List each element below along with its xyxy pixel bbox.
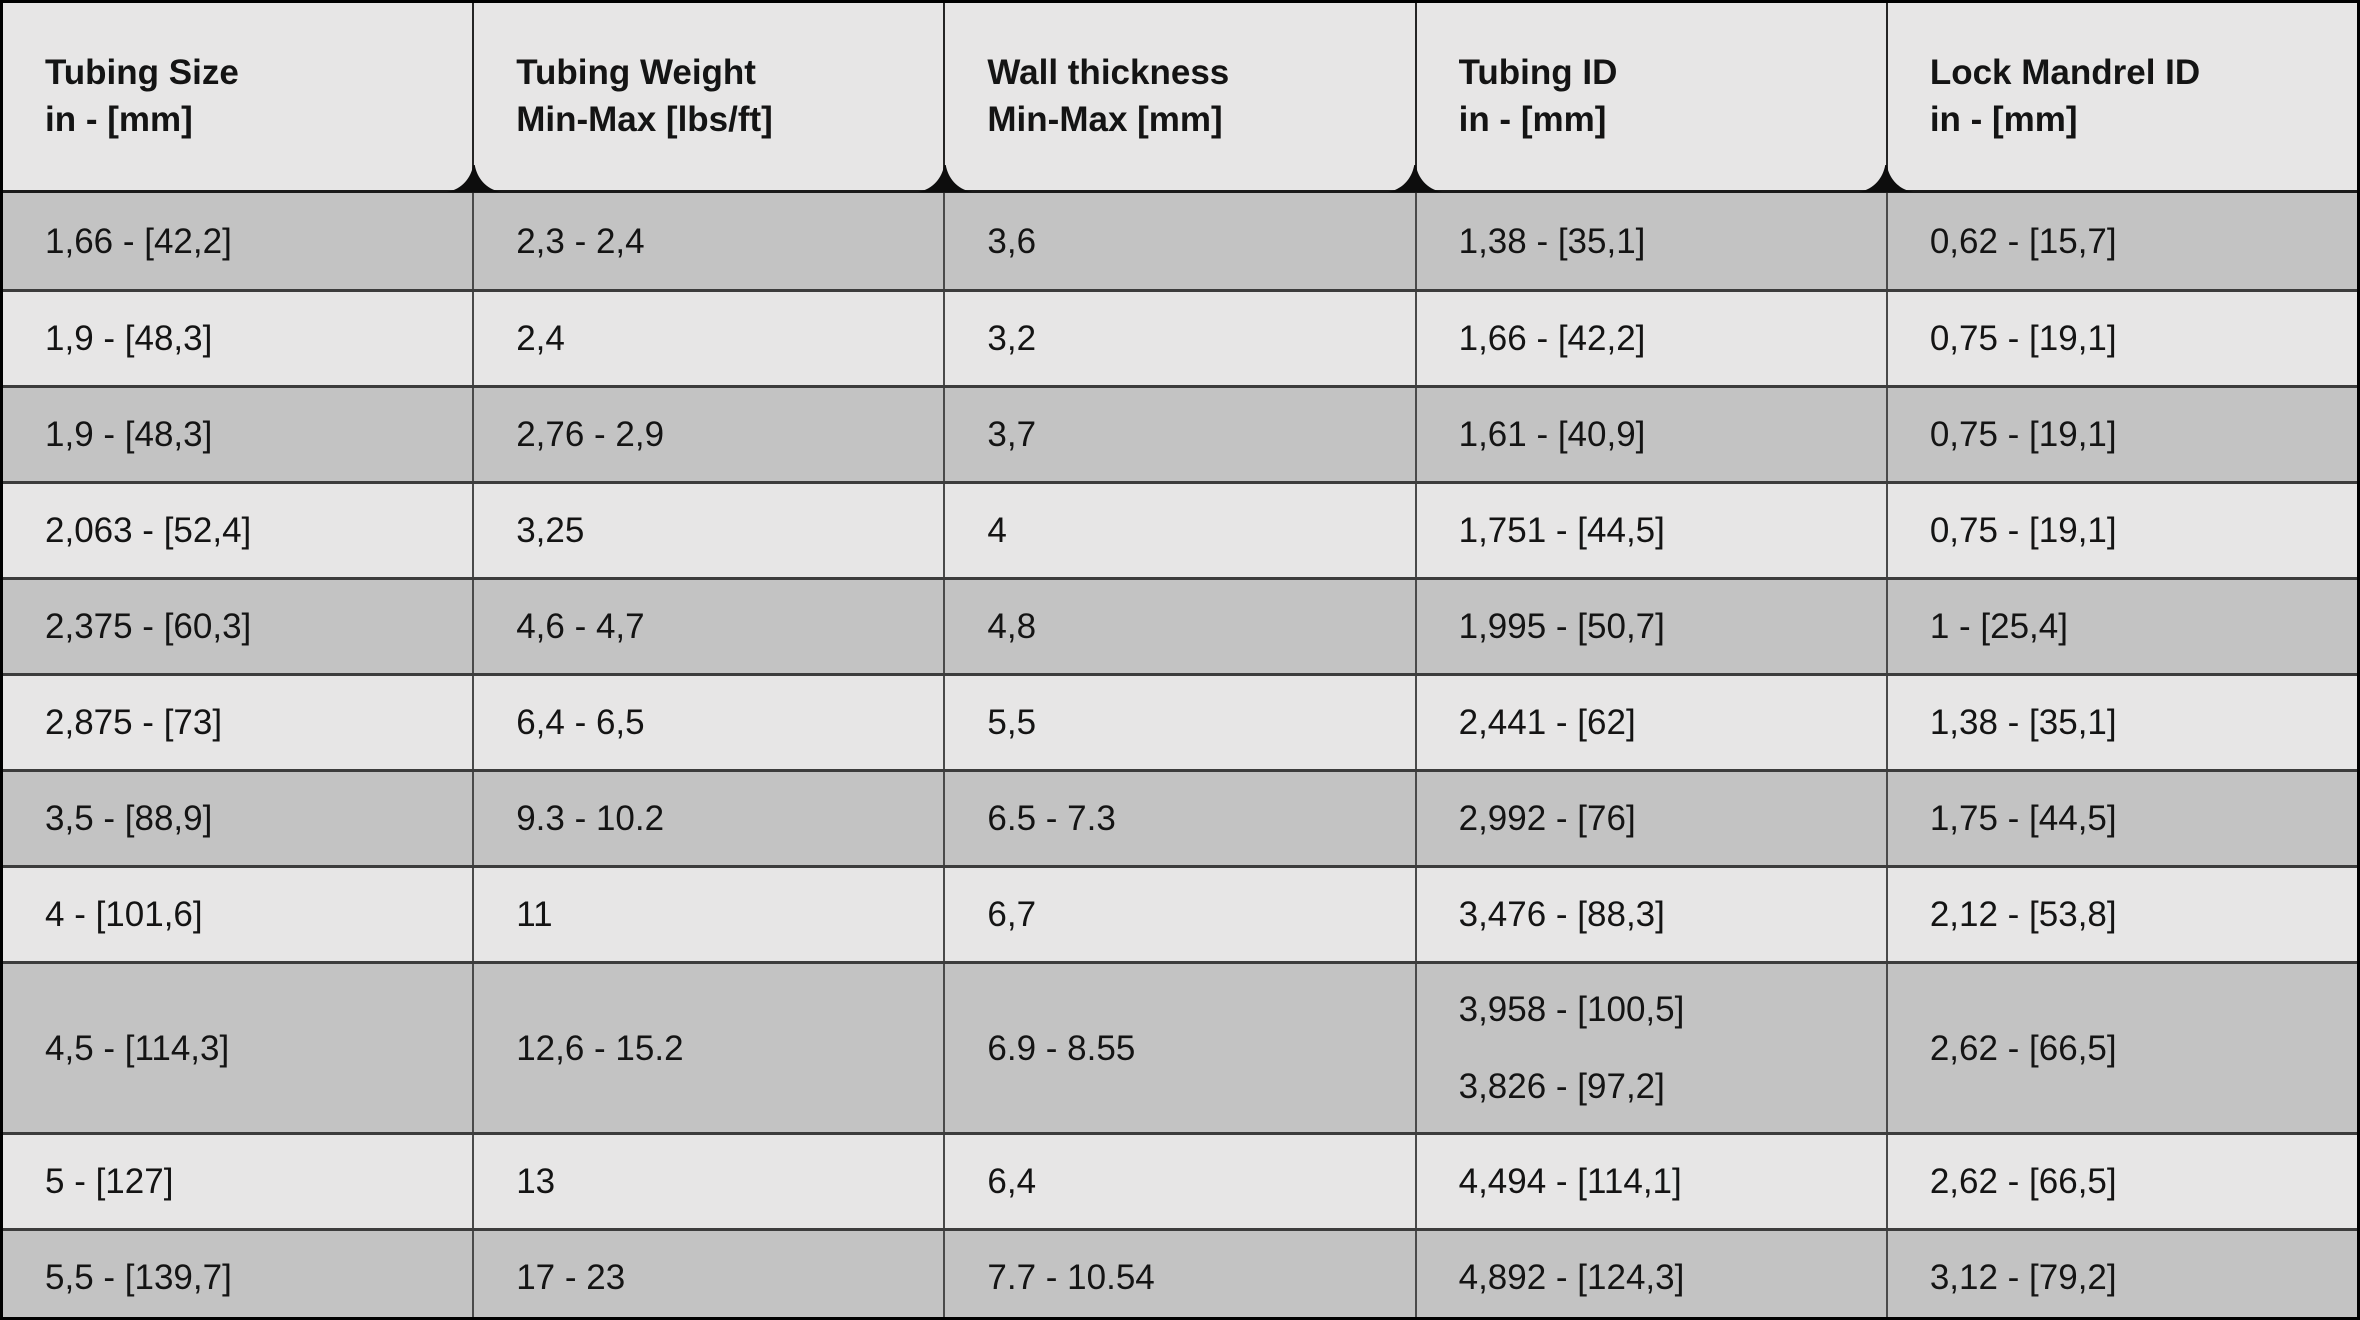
table-cell-tubing-size: 4,5 - [114,3] — [45, 1028, 230, 1068]
table-cell-lock-mandrel-id: 2,62 - [66,5] — [1885, 964, 2357, 1132]
flare-triangle-icon — [1388, 165, 1443, 192]
table-row: 2,875 - [73] 6,4 - 6,5 5,5 2,441 - [62] … — [3, 673, 2357, 769]
table-cell-wall-thickness: 3,7 — [943, 388, 1414, 481]
table-cell-lock-mandrel-id: 2,62 - [66,5] — [1885, 1135, 2357, 1228]
table-cell-tubing-weight: 2,76 - 2,9 — [472, 388, 943, 481]
table-cell-tubing-size: 3,5 - [88,9] — [45, 799, 213, 838]
table-cell-tubing-id: 2,441 - [62] — [1414, 676, 1886, 769]
header-cell-wall-thickness: Wall thickness Min-Max [mm] — [943, 3, 1414, 190]
table-cell-wall-thickness: 3,2 — [943, 292, 1414, 385]
table-cell-tubing-id: 1,38 - [35,1] — [1414, 193, 1886, 289]
table-cell-lock-mandrel-id: 2,12 - [53,8] — [1885, 868, 2357, 961]
table-cell-wall-thickness: 4,8 — [943, 580, 1414, 673]
table-row: 4,5 - [114,3] 12,6 - 15.2 6.9 - 8.55 3,9… — [3, 961, 2357, 1132]
table-cell-wall-thickness: 3,6 — [943, 193, 1414, 289]
table-cell-tubing-id: 4,892 - [124,3] — [1414, 1231, 1886, 1317]
table-cell-tubing-size: 1,66 - [42,2] — [45, 221, 232, 261]
table-cell-wall-thickness: 6.9 - 8.55 — [943, 964, 1414, 1132]
header-title: Tubing ID — [1458, 52, 1618, 92]
table-cell-wall-thickness: 7.7 - 10.54 — [943, 1231, 1414, 1317]
header-subtitle: Min-Max [lbs/ft] — [516, 99, 773, 139]
header-subtitle: Min-Max [mm] — [987, 99, 1223, 139]
table-cell-tubing-weight: 2,3 - 2,4 — [472, 193, 943, 289]
header-subtitle: in - [mm] — [1929, 99, 2078, 139]
table-cell-tubing-weight: 9.3 - 10.2 — [472, 772, 943, 865]
table-cell-tubing-size: 2,375 - [60,3] — [45, 607, 252, 646]
flare-triangle-icon — [1859, 165, 1914, 192]
table-cell-lock-mandrel-id: 1,38 - [35,1] — [1885, 676, 2357, 769]
table-cell-tubing-id: 1,61 - [40,9] — [1414, 388, 1886, 481]
flare-triangle-icon — [917, 165, 972, 192]
table-cell-tubing-weight: 13 — [472, 1135, 943, 1228]
flare-triangle-icon — [446, 165, 501, 192]
table-cell-tubing-id: 1,751 - [44,5] — [1414, 484, 1886, 577]
table-cell-tubing-size: 1,9 - [48,3] — [45, 415, 213, 454]
table-cell-lock-mandrel-id: 0,75 - [19,1] — [1885, 388, 2357, 481]
table-cell-tubing-weight: 11 — [472, 868, 943, 961]
table-body: 1,66 - [42,2] 2,3 - 2,4 3,6 1,38 - [35,1… — [3, 193, 2357, 1317]
table-cell-tubing-size: 5 - [127] — [45, 1162, 174, 1201]
table-header-row: Tubing Size in - [mm] Tubing Weight Min-… — [3, 3, 2357, 193]
table-cell-tubing-id: 1,66 - [42,2] — [1414, 292, 1886, 385]
table-row: 5 - [127] 13 6,4 4,494 - [114,1] 2,62 - … — [3, 1132, 2357, 1228]
table-cell-lock-mandrel-id: 0,62 - [15,7] — [1885, 193, 2357, 289]
table-cell-tubing-size: 2,063 - [52,4] — [45, 511, 252, 550]
table-cell-lock-mandrel-id: 0,75 - [19,1] — [1885, 484, 2357, 577]
header-title: Tubing Size — [45, 52, 239, 92]
table-cell-tubing-size: 1,9 - [48,3] — [45, 319, 213, 358]
table-row: 1,66 - [42,2] 2,3 - 2,4 3,6 1,38 - [35,1… — [3, 193, 2357, 289]
table-cell-wall-thickness: 6,7 — [943, 868, 1414, 961]
table-cell-tubing-size: 2,875 - [73] — [45, 703, 223, 742]
table-cell-tubing-weight: 12,6 - 15.2 — [472, 964, 943, 1132]
table-cell-lock-mandrel-id: 0,75 - [19,1] — [1885, 292, 2357, 385]
table-cell-wall-thickness: 6,4 — [943, 1135, 1414, 1228]
table-cell-tubing-size: 5,5 - [139,7] — [45, 1258, 232, 1297]
table-cell-lock-mandrel-id: 1,75 - [44,5] — [1885, 772, 2357, 865]
table-row: 2,063 - [52,4] 3,25 4 1,751 - [44,5] 0,7… — [3, 481, 2357, 577]
header-subtitle: in - [mm] — [1458, 99, 1607, 139]
table-cell-tubing-id: 4,494 - [114,1] — [1414, 1135, 1886, 1228]
table-cell-lock-mandrel-id: 3,12 - [79,2] — [1885, 1231, 2357, 1317]
header-title: Tubing Weight — [516, 52, 756, 92]
table-row: 5,5 - [139,7] 17 - 23 7.7 - 10.54 4,892 … — [3, 1228, 2357, 1317]
table-row: 3,5 - [88,9] 9.3 - 10.2 6.5 - 7.3 2,992 … — [3, 769, 2357, 865]
table-row: 1,9 - [48,3] 2,76 - 2,9 3,7 1,61 - [40,9… — [3, 385, 2357, 481]
table-cell-tubing-id: 1,995 - [50,7] — [1414, 580, 1886, 673]
header-cell-lock-mandrel-id: Lock Mandrel ID in - [mm] — [1885, 3, 2357, 190]
header-cell-tubing-id: Tubing ID in - [mm] — [1414, 3, 1886, 190]
table-cell-tubing-id: 3,476 - [88,3] — [1414, 868, 1886, 961]
table-cell-tubing-weight: 2,4 — [472, 292, 943, 385]
header-cell-tubing-weight: Tubing Weight Min-Max [lbs/ft] — [472, 3, 943, 190]
table-cell-wall-thickness: 4 — [943, 484, 1414, 577]
table-row: 2,375 - [60,3] 4,6 - 4,7 4,8 1,995 - [50… — [3, 577, 2357, 673]
table-cell-wall-thickness: 5,5 — [943, 676, 1414, 769]
table-cell-tubing-id: 2,992 - [76] — [1414, 772, 1886, 865]
table-cell-lock-mandrel-id: 1 - [25,4] — [1885, 580, 2357, 673]
header-title: Wall thickness — [987, 52, 1230, 92]
table-cell-tubing-weight: 3,25 — [472, 484, 943, 577]
table-row: 4 - [101,6] 11 6,7 3,476 - [88,3] 2,12 -… — [3, 865, 2357, 961]
table-cell-wall-thickness: 6.5 - 7.3 — [943, 772, 1414, 865]
table-cell-tubing-size: 4 - [101,6] — [45, 895, 203, 934]
table-row: 1,9 - [48,3] 2,4 3,2 1,66 - [42,2] 0,75 … — [3, 289, 2357, 385]
header-cell-tubing-size: Tubing Size in - [mm] — [3, 3, 472, 190]
table-cell-tubing-id: 3,958 - [100,5] 3,826 - [97,2] — [1414, 964, 1886, 1132]
table-cell-tubing-weight: 17 - 23 — [472, 1231, 943, 1317]
header-title: Lock Mandrel ID — [1929, 52, 2201, 92]
table-cell-tubing-weight: 6,4 - 6,5 — [472, 676, 943, 769]
table-cell-tubing-weight: 4,6 - 4,7 — [472, 580, 943, 673]
header-subtitle: in - [mm] — [45, 99, 193, 139]
